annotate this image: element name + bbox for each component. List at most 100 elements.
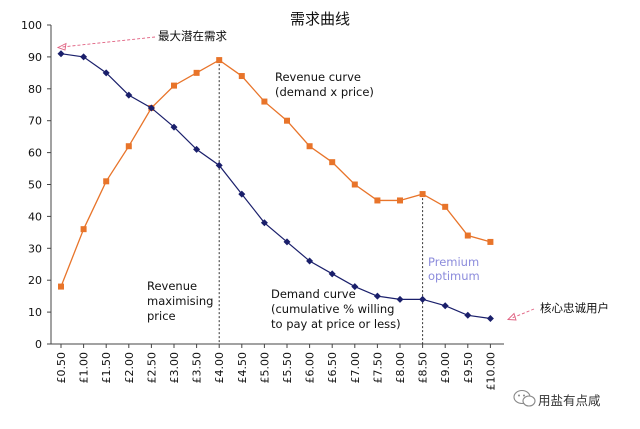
revenue-max-label-line2: maximising (147, 294, 213, 308)
demand-curve-point (57, 50, 65, 58)
premium-optimum-label: Premium optimum (428, 255, 480, 283)
demand-curve-point (373, 292, 381, 300)
revenue-curve-point (487, 238, 494, 245)
revenue-curve-point (442, 203, 449, 210)
demand-curve-label: Demand curve (cumulative % willing to pa… (271, 287, 401, 331)
demand-curve-point (328, 270, 336, 278)
demand-curve-label-line1: Demand curve (271, 287, 356, 301)
x-tick-label: £3.00 (168, 352, 181, 384)
revenue-max-label-line3: price (147, 309, 176, 323)
demand-curve-point (486, 314, 494, 322)
max-demand-arrowhead (56, 42, 67, 51)
revenue-curve-label-line1: Revenue curve (275, 70, 361, 84)
x-tick-label: £8.50 (417, 352, 430, 384)
revenue-curve-point (397, 197, 403, 204)
x-tick-label: £1.50 (100, 352, 113, 384)
y-ticks: 0 10 20 30 40 50 60 70 80 90 100 (21, 19, 51, 351)
revenue-max-label: Revenue maximising price (147, 279, 213, 323)
max-demand-annotation: 最大潜在需求 (56, 29, 227, 51)
series (57, 50, 494, 322)
revenue-curve-label-line2: (demand x price) (275, 85, 374, 99)
demand-curve-point (464, 311, 472, 319)
revenue-curve-point (125, 143, 132, 150)
revenue-curve-point (171, 82, 177, 89)
x-ticks: £0.50 £1.00 £1.50 £2.00 £2.50 £3.00 £3.50 £4.00… (55, 344, 497, 391)
revenue-curve-point (329, 159, 336, 166)
demand-curve-point (170, 123, 178, 131)
demand-curve-point (306, 257, 314, 265)
x-tick-label: £3.50 (191, 352, 204, 384)
y-tick-label: 60 (28, 147, 42, 160)
revenue-curve-point (306, 143, 313, 150)
y-tick-label: 70 (28, 115, 42, 128)
core-users-label: 核心忠诚用户 (540, 301, 609, 315)
x-tick-label: £4.00 (213, 352, 226, 384)
core-users-arrow (511, 308, 535, 319)
premium-optimum-line2: optimum (428, 269, 480, 283)
y-tick-label: 90 (28, 51, 42, 64)
revenue-curve-point (216, 57, 223, 64)
x-tick-label: £9.50 (462, 352, 475, 384)
revenue-curve-label: Revenue curve (demand x price) (275, 70, 374, 99)
x-tick-label: £1.00 (78, 352, 91, 384)
x-tick-label: £8.00 (394, 352, 407, 384)
x-tick-label: £9.00 (439, 352, 452, 384)
y-tick-label: 50 (28, 179, 42, 192)
x-tick-label: £7.00 (349, 352, 362, 384)
revenue-max-label-line1: Revenue (147, 279, 197, 293)
revenue-curve-point (80, 226, 87, 233)
x-tick-label: £6.00 (304, 352, 317, 384)
x-tick-label: £0.50 (55, 352, 68, 384)
y-tick-label: 20 (28, 274, 42, 287)
premium-optimum-line1: Premium (428, 255, 479, 269)
revenue-curve-line (60, 59, 491, 287)
revenue-curve-point (261, 98, 268, 105)
demand-curve-line (60, 53, 491, 320)
watermark: 用盐有点咸 (513, 389, 601, 408)
demand-curve-point (283, 238, 291, 246)
revenue-curve-point (193, 69, 200, 76)
x-tick-label: £4.50 (236, 352, 249, 384)
y-tick-label: 30 (28, 242, 42, 255)
demand-curve-point (125, 91, 133, 99)
revenue-curve-point (464, 232, 471, 239)
demand-curve-point (102, 69, 110, 77)
x-tick-label: £7.50 (371, 352, 384, 384)
reference-lines (218, 60, 424, 344)
revenue-curve-point (58, 283, 64, 290)
demand-curve-point (419, 295, 427, 303)
revenue-curve-point (374, 197, 381, 204)
y-tick-label: 100 (21, 19, 42, 32)
x-tick-label: £10.00 (484, 352, 497, 391)
x-tick-label: £6.50 (326, 352, 339, 384)
chart-title: 需求曲线 (290, 10, 350, 28)
core-users-arrowhead (506, 312, 517, 321)
y-tick-label: 40 (28, 210, 42, 223)
demand-curve-label-line2: (cumulative % willing (271, 302, 394, 316)
demand-curve-point (80, 53, 88, 61)
revenue-curve-point (351, 181, 358, 188)
x-tick-label: £2.50 (145, 352, 158, 384)
y-tick-label: 10 (28, 306, 42, 319)
demand-curve-point (351, 283, 359, 291)
demand-curve-point (441, 302, 449, 310)
revenue-curve-point (238, 73, 245, 80)
max-demand-label: 最大潜在需求 (158, 29, 227, 43)
y-tick-label: 0 (35, 338, 42, 351)
demand-curve-point (215, 161, 223, 169)
demand-curve-point (396, 295, 404, 303)
x-tick-label: £2.00 (123, 352, 136, 384)
demand-curve-point (238, 190, 246, 198)
revenue-curve-point (284, 117, 290, 124)
x-tick-label: £5.50 (281, 352, 294, 384)
revenue-curve-point (419, 191, 426, 198)
demand-curve-point (147, 104, 155, 112)
y-tick-label: 80 (28, 83, 42, 96)
x-tick-label: £5.00 (258, 352, 271, 384)
max-demand-arrow (61, 36, 156, 48)
revenue-curve-point (103, 178, 110, 185)
wechat-icon (513, 389, 536, 407)
demand-curve-label-line3: to pay at price or less) (271, 317, 401, 331)
core-users-annotation: 核心忠诚用户 (506, 301, 609, 321)
